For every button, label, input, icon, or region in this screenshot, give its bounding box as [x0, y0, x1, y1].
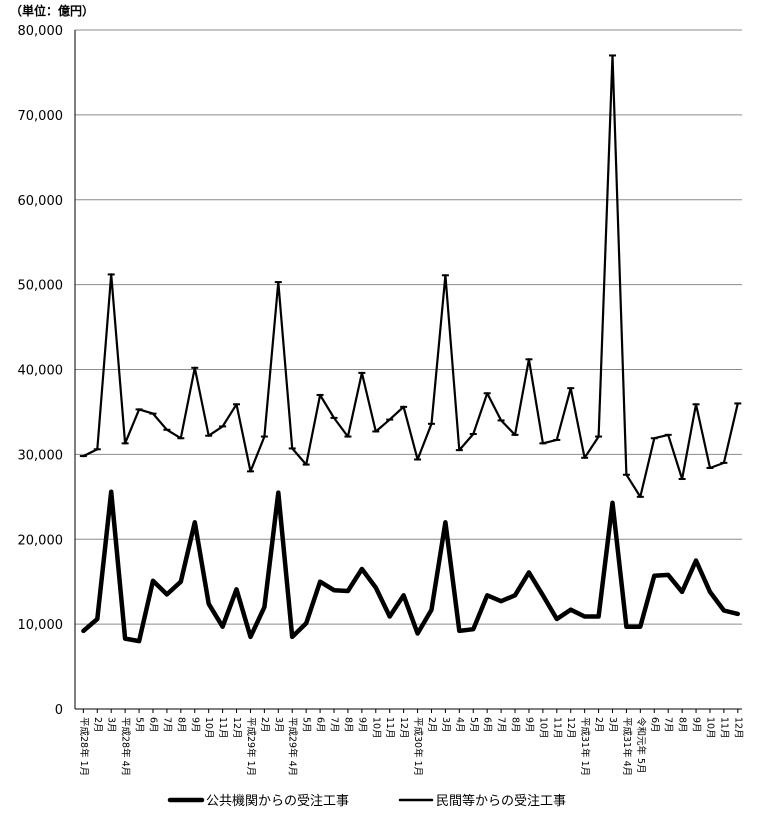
x-tick-label: 10月	[704, 717, 715, 739]
y-tick-label: 40,000	[18, 364, 64, 379]
x-tick-label: 2月	[593, 717, 604, 733]
x-tick-label: 7月	[663, 717, 674, 733]
x-tick-label: 2月	[92, 717, 103, 733]
x-tick-label: 平成29年 4月	[287, 717, 299, 776]
x-tick-label: 平成28年 1月	[78, 717, 90, 776]
x-tick-label: 8月	[677, 717, 688, 733]
y-tick-label: 0	[55, 703, 63, 718]
x-tick-label: 2月	[426, 717, 437, 733]
x-tick-label: 9月	[356, 717, 367, 733]
x-tick-label: 8月	[342, 717, 353, 733]
x-tick-label: 12月	[398, 717, 409, 739]
x-tick-label: 9月	[523, 717, 534, 733]
x-tick-label: 3月	[607, 717, 618, 733]
x-tick-label: 8月	[175, 717, 186, 733]
x-tick-label: 平成30年 1月	[412, 717, 424, 776]
x-tick-label: 3月	[106, 717, 117, 733]
legend-label: 民間等からの受注工事	[436, 793, 566, 809]
x-tick-label: 5月	[468, 717, 479, 733]
series-line	[81, 489, 741, 644]
x-tick-label: 12月	[732, 717, 743, 739]
x-tick-label: 平成31年 1月	[579, 717, 591, 776]
x-tick-label: 9月	[691, 717, 702, 733]
x-tick-label: 平成28年 4月	[120, 717, 132, 776]
x-tick-label: 11月	[384, 717, 395, 739]
x-tick-label: 9月	[189, 717, 200, 733]
x-tick-label: 3月	[273, 717, 284, 733]
x-tick-label: 6月	[315, 717, 326, 733]
x-tick-label: 8月	[510, 717, 521, 733]
x-tick-label: 10月	[203, 717, 214, 739]
x-tick-label: 10月	[537, 717, 548, 739]
x-tick-label: 7月	[161, 717, 172, 733]
y-tick-label: 20,000	[18, 533, 64, 548]
x-tick-label: 11月	[217, 717, 228, 739]
x-tick-label: 11月	[551, 717, 562, 739]
y-tick-label: 50,000	[18, 279, 64, 294]
y-tick-label: 60,000	[18, 194, 64, 209]
x-tick-label: 令和元年 5月	[635, 717, 647, 774]
x-tick-label: 12月	[565, 717, 576, 739]
x-tick-label: 5月	[301, 717, 312, 733]
x-tick-label: 平成29年 1月	[245, 717, 257, 776]
x-tick-label: 平成31年 4月	[621, 717, 633, 776]
legend-label: 公共機関からの受注工事	[206, 794, 349, 809]
x-tick-label: 3月	[440, 717, 451, 733]
y-tick-label: 70,000	[18, 109, 64, 124]
x-tick-label: 6月	[147, 717, 158, 733]
x-tick-label: 6月	[649, 717, 660, 733]
x-tick-label: 4月	[454, 717, 465, 733]
x-tick-label: 11月	[718, 717, 729, 739]
y-tick-label: 30,000	[18, 448, 64, 463]
x-tick-label: 10月	[370, 717, 381, 739]
x-tick-label: 5月	[134, 717, 145, 733]
y-tick-label: 80,000	[18, 24, 64, 39]
x-tick-label: 12月	[231, 717, 242, 739]
series-line	[82, 54, 739, 498]
x-tick-label: 7月	[329, 717, 340, 733]
x-tick-label: 2月	[259, 717, 270, 733]
unit-label: （単位：億円）	[10, 4, 95, 18]
x-tick-label: 6月	[482, 717, 493, 733]
y-tick-label: 10,000	[18, 618, 64, 633]
x-tick-label: 7月	[496, 717, 507, 733]
